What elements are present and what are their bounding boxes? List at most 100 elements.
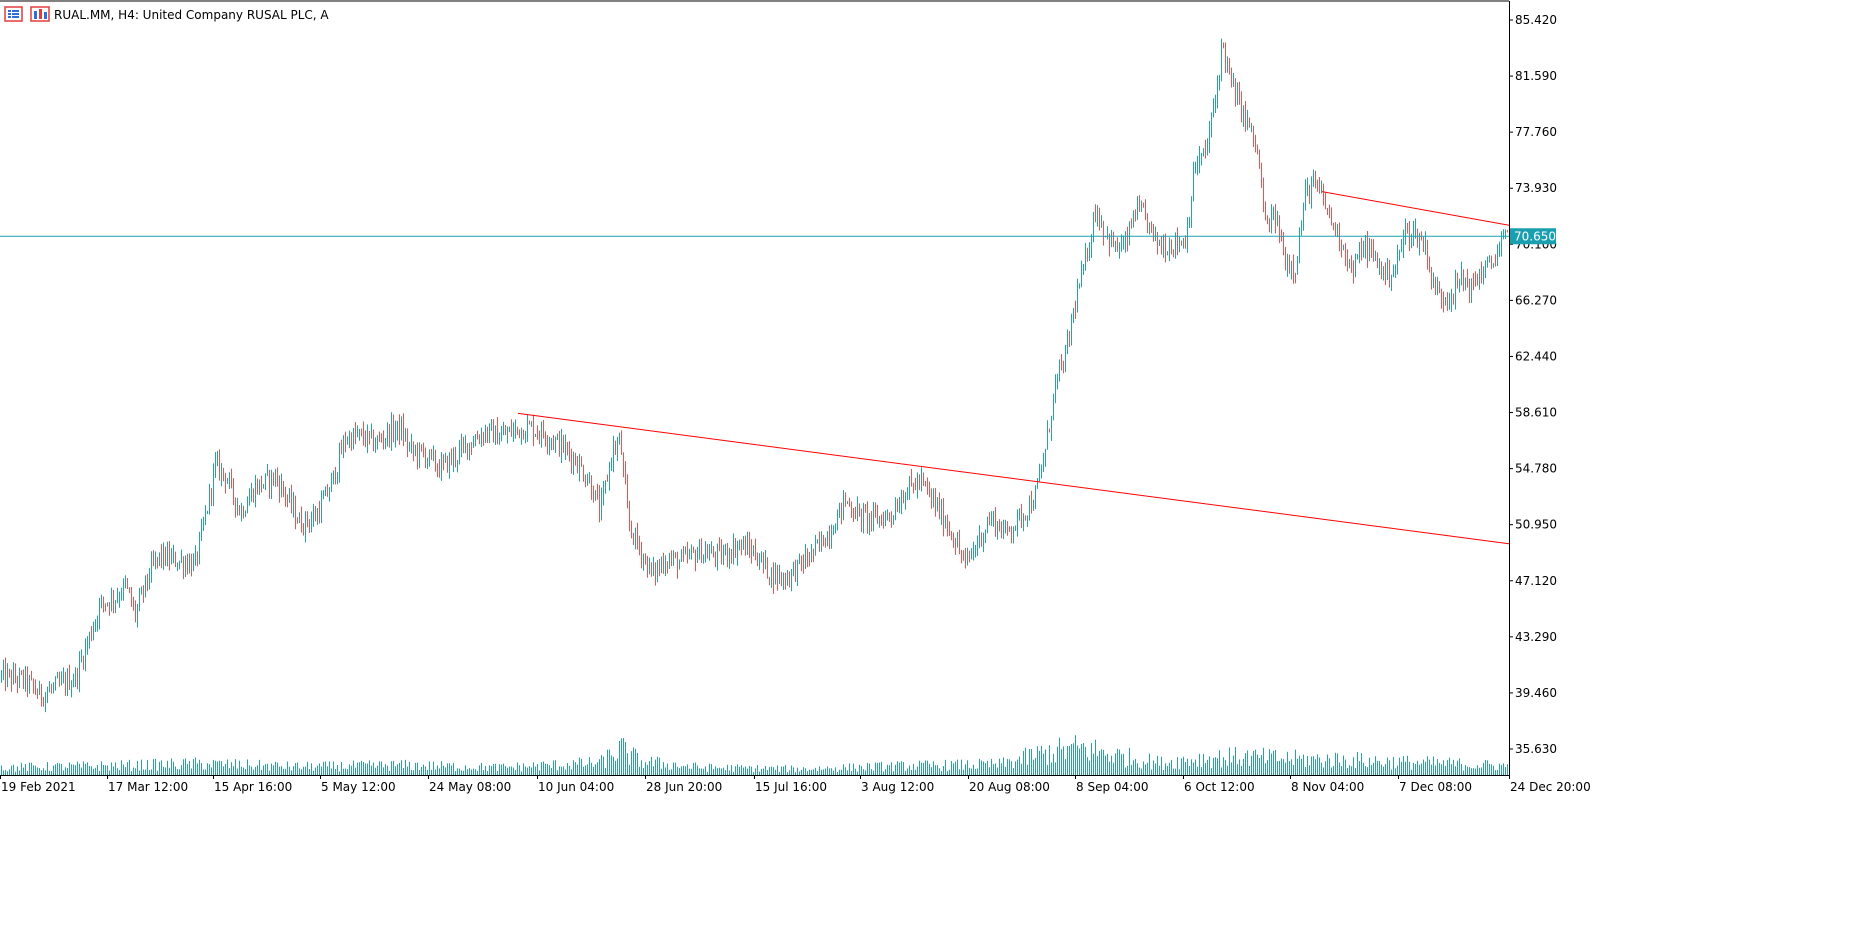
volume-bar [835,767,836,775]
volume-bar [807,771,808,775]
y-tick-label: 35.630 [1515,742,1557,756]
volume-bar [365,763,366,775]
volume-bar [259,759,260,775]
volume-bar [769,767,770,775]
volume-bar [475,769,476,775]
volume-bar [1087,757,1088,775]
volume-bar [341,762,342,775]
volume-bar [445,767,446,775]
volume-bar [291,770,292,775]
trendlines[interactable] [517,191,1510,545]
volume-bar [973,764,974,775]
volume-bar [1293,765,1294,775]
y-tick-label: 73.930 [1515,181,1557,195]
volume-bar [187,763,188,775]
price-axis[interactable]: 85.42081.59077.76073.93070.10066.27062.4… [1509,13,1557,756]
volume-bar [1363,762,1364,775]
volume-bar [307,761,308,775]
volume-bar [901,761,902,775]
volume-bar [945,759,946,775]
volume-bar [659,757,660,775]
volume-bar [1399,757,1400,775]
volume-bar [1109,761,1110,775]
volume-bar [711,764,712,775]
volume-bar [723,767,724,775]
volume-bar [1479,767,1480,775]
volume-bar [1371,764,1372,775]
volume-bar [895,764,896,775]
volume-bar [349,764,350,775]
volume-bar [1303,754,1304,775]
volume-bar [681,766,682,775]
volume-bar [947,770,948,775]
volume-bar [1289,761,1290,775]
volume-bar [1437,759,1438,775]
volume-bar [327,766,328,775]
chart-icon[interactable] [30,6,50,22]
volume-bar [503,763,504,775]
volume-bar [465,765,466,775]
volume-bar [1473,768,1474,775]
volume-bar [811,769,812,775]
volume-bar [295,763,296,775]
volume-bar [357,762,358,775]
volume-bar [1343,755,1344,775]
trendline[interactable] [1321,191,1510,226]
volume-bar [1163,769,1164,775]
list-icon[interactable] [4,6,23,22]
volume-bar [847,770,848,775]
volume-bar [1263,747,1264,775]
volume-bar [387,765,388,775]
volume-bar [903,762,904,775]
volume-bar [757,765,758,775]
volume-bar [149,769,150,775]
volume-bar [563,766,564,775]
volume-bar [881,761,882,775]
volume-bar [1145,764,1146,775]
volume-bar [309,769,310,775]
volume-bar [347,769,348,775]
volume-bar [363,761,364,775]
volume-bar [555,760,556,775]
volume-bar [833,770,834,775]
volume-bar [1361,753,1362,775]
volume-bar [779,771,780,775]
trendline[interactable] [517,412,1510,545]
volume-bar [595,764,596,775]
volume-bar [533,762,534,775]
volume-bar [1157,755,1158,775]
volume-bar [5,769,6,775]
volume-bar [1319,757,1320,775]
volume-bar [1245,753,1246,775]
volume-bar [1357,751,1358,775]
volume-bar [1265,763,1266,775]
volume-bar [873,770,874,775]
volume-bar [575,762,576,775]
volume-bar [1105,755,1106,775]
volume-bar [1243,758,1244,775]
current-price-label: 70.650 [1514,229,1556,243]
time-axis[interactable]: 19 Feb 2021 17 Mar 12:00 15 Apr 16:00 5 May… [0,775,1591,794]
volume-bar [777,765,778,775]
volume-bar [377,765,378,775]
volume-bar [1401,762,1402,775]
volume-bar [1197,766,1198,775]
volume-bar [361,760,362,775]
volume-bar [171,758,172,775]
volume-bar [117,768,118,775]
volume-bar [443,765,444,775]
volume-bar [37,767,38,775]
volume-bar [625,742,626,775]
volume-bar [1073,743,1074,775]
volume-bar [151,769,152,775]
volume-histogram [1,735,1508,775]
volume-bar [635,748,636,775]
volume-bar [25,764,26,775]
volume-bar [1021,763,1022,775]
volume-bar [1503,763,1504,775]
volume-bar [367,763,368,775]
volume-bar [727,764,728,775]
volume-bar [1381,764,1382,775]
